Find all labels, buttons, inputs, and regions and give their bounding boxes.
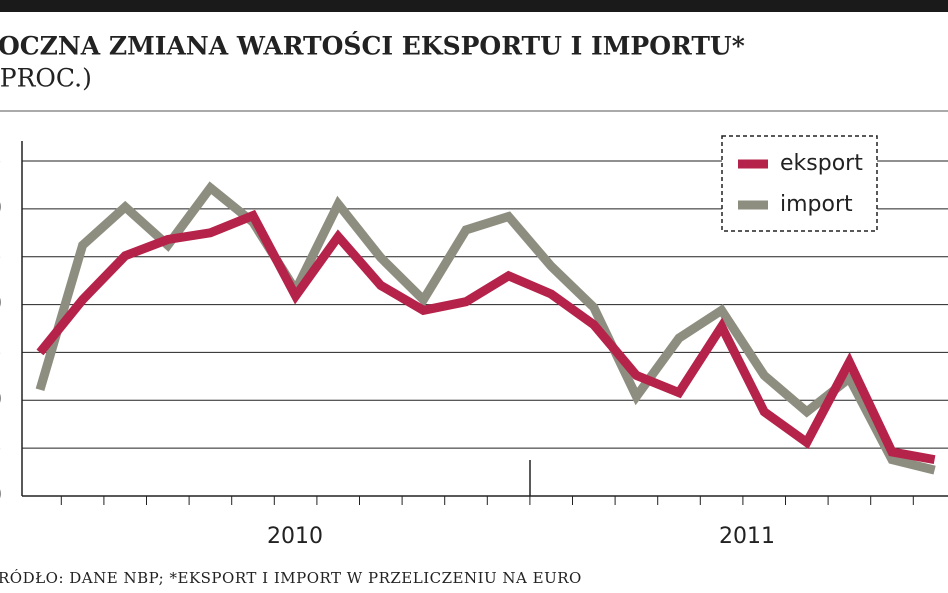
x-year-label: 2011	[719, 524, 775, 549]
series-line	[35, 181, 936, 475]
y-tick-label: 0	[0, 483, 2, 508]
legend-box	[721, 135, 878, 232]
y-tick-label: 30	[0, 196, 2, 221]
series-line	[36, 209, 936, 465]
y-tick-label: 15	[0, 339, 2, 364]
top-bar	[0, 0, 948, 12]
x-year-label: 2010	[267, 524, 323, 549]
y-tick-label: 25	[0, 244, 2, 269]
source-note: RÓDŁO: DANE NBP; *EKSPORT I IMPORT W PRZ…	[0, 569, 582, 587]
y-tick-label: 5	[0, 435, 2, 460]
y-tick-label: 35	[0, 148, 2, 173]
y-tick-label: 20	[0, 292, 2, 317]
y-tick-label: 10	[0, 387, 2, 412]
chart-title: OCZNA ZMIANA WARTOŚCI EKSPORTU I IMPORTU…	[0, 32, 745, 61]
legend-label: eksport	[780, 151, 863, 176]
legend-label: import	[780, 192, 853, 217]
chart-subtitle: (PROC.)	[0, 64, 92, 93]
